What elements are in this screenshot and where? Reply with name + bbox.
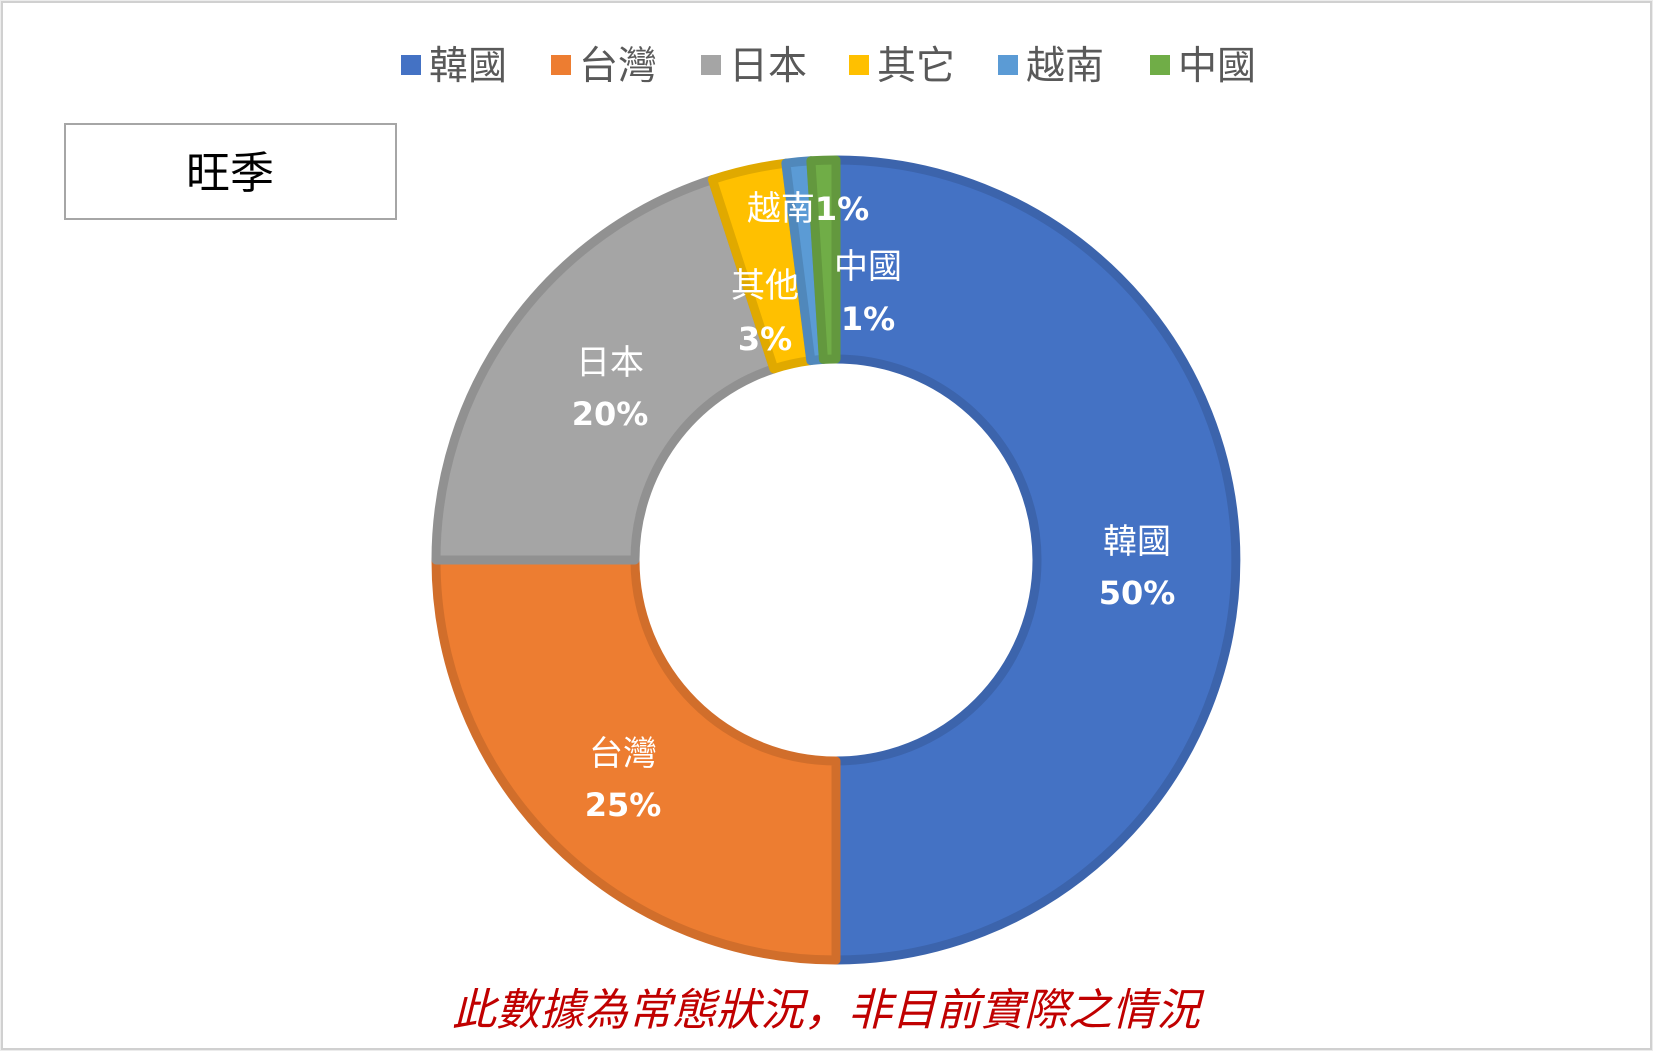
legend: 韓國 台灣 日本 其它 越南 中國: [401, 44, 1256, 89]
slice-label-group: 越南1%: [747, 189, 869, 229]
season-label: 旺季: [186, 148, 274, 199]
legend-label: 中國: [1178, 44, 1256, 89]
slice-label-group: 日本 20%: [572, 343, 649, 433]
slice-category-label: 台灣: [589, 734, 657, 774]
slice-value-label: 25%: [585, 786, 662, 824]
season-box: [64, 123, 397, 220]
slice-value-label: 20%: [572, 395, 649, 433]
slice-labels: 韓國 50% 台灣 25% 日本 20% 其他 3% 越南1% 中國 1%: [572, 189, 1176, 824]
legend-item: 中國: [1150, 44, 1256, 89]
legend-label: 台灣: [579, 44, 657, 89]
legend-swatch: [701, 55, 721, 75]
legend-item: 其它: [849, 44, 955, 89]
legend-swatch: [551, 55, 571, 75]
slice-value-label: 1%: [841, 300, 895, 338]
legend-swatch: [401, 55, 421, 75]
legend-item: 韓國: [401, 44, 507, 89]
legend-item: 台灣: [551, 44, 657, 89]
donut-slice: [806, 155, 841, 364]
legend-item: 越南: [998, 44, 1104, 89]
slice-label-group: 韓國 50%: [1099, 522, 1176, 612]
slice-label-group: 其他 3%: [731, 266, 799, 358]
legend-label: 日本: [729, 44, 807, 89]
slice-label-group: 台灣 25%: [585, 734, 662, 824]
slice-label-group: 中國 1%: [834, 247, 902, 338]
slice-value-label: 3%: [738, 320, 792, 358]
slice-category-label: 其他: [731, 266, 799, 306]
slice-category-label: 中國: [834, 247, 902, 287]
slice-label: 越南1%: [747, 189, 869, 229]
slice-category-label: 日本: [576, 343, 644, 383]
legend-swatch: [998, 55, 1018, 75]
slice-value-label: 50%: [1099, 574, 1176, 612]
donut-slice: [431, 555, 841, 965]
legend-label: 韓國: [429, 44, 507, 89]
donut-slice: [831, 155, 1241, 965]
legend-swatch: [1150, 55, 1170, 75]
legend-label: 其它: [877, 44, 955, 89]
donut-slices: [431, 155, 1241, 965]
donut-slice: [431, 175, 779, 565]
legend-swatch: [849, 55, 869, 75]
slice-category-label: 韓國: [1103, 522, 1171, 562]
legend-label: 越南: [1026, 44, 1104, 89]
footnote: 此數據為常態狀況，非目前實際之情況: [452, 985, 1205, 1036]
legend-item: 日本: [701, 44, 807, 89]
